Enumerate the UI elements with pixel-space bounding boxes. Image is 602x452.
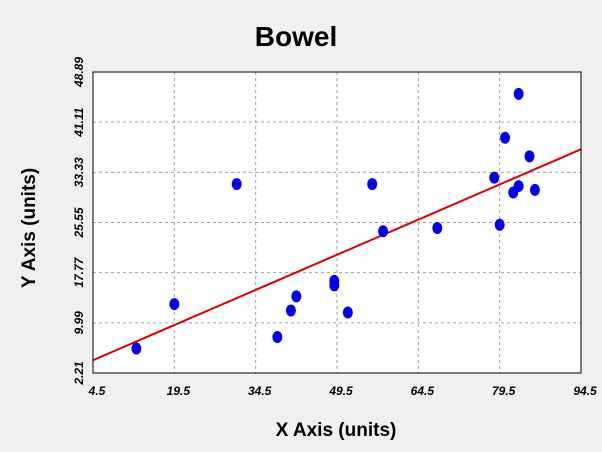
- data-point: [513, 87, 524, 100]
- data-point: [131, 342, 142, 355]
- data-point: [524, 150, 535, 163]
- y-tick-label: 25.55: [72, 207, 86, 238]
- plot-border: [92, 71, 582, 374]
- y-axis-title: Y Axis (units): [19, 168, 40, 288]
- data-point: [494, 218, 505, 231]
- x-tick-labels: 4.5 19.5 34.5 49.5 64.5 79.5 94.5: [88, 384, 597, 398]
- data-point: [367, 178, 378, 191]
- data-point: [291, 290, 302, 303]
- points-layer: [131, 87, 540, 355]
- data-point: [329, 279, 340, 292]
- x-tick-label: 79.5: [492, 384, 516, 398]
- y-tick-label: 48.89: [72, 57, 86, 88]
- fit-line-layer: [93, 148, 581, 362]
- x-tick-label: 94.5: [573, 384, 597, 398]
- x-tick-label: 34.5: [248, 384, 272, 398]
- x-axis-title: X Axis (units): [276, 420, 397, 441]
- y-tick-label: 41.11: [72, 107, 86, 137]
- fit-line: [93, 148, 581, 362]
- data-point: [231, 178, 242, 191]
- y-tick-label: 17.77: [72, 256, 86, 287]
- data-point: [513, 180, 524, 193]
- data-point: [169, 298, 180, 311]
- data-point: [529, 183, 540, 196]
- y-tick-labels: 2.21 9.99 17.77 25.55 33.33 41.11 48.89: [72, 57, 86, 386]
- x-tick-label: 64.5: [411, 384, 435, 398]
- y-tick-label: 33.33: [72, 157, 86, 187]
- x-tick-label: 4.5: [88, 384, 106, 398]
- x-tick-label: 49.5: [328, 384, 353, 398]
- data-point: [500, 131, 511, 144]
- data-point: [285, 304, 296, 317]
- y-tick-label: 9.99: [72, 311, 86, 335]
- y-tick-label: 2.21: [72, 361, 86, 386]
- data-point: [342, 306, 353, 319]
- data-point: [489, 171, 500, 184]
- data-point: [272, 330, 283, 343]
- data-point: [432, 221, 443, 234]
- data-point: [378, 225, 389, 238]
- x-tick-label: 19.5: [167, 384, 191, 398]
- chart-title: Bowel: [255, 21, 337, 52]
